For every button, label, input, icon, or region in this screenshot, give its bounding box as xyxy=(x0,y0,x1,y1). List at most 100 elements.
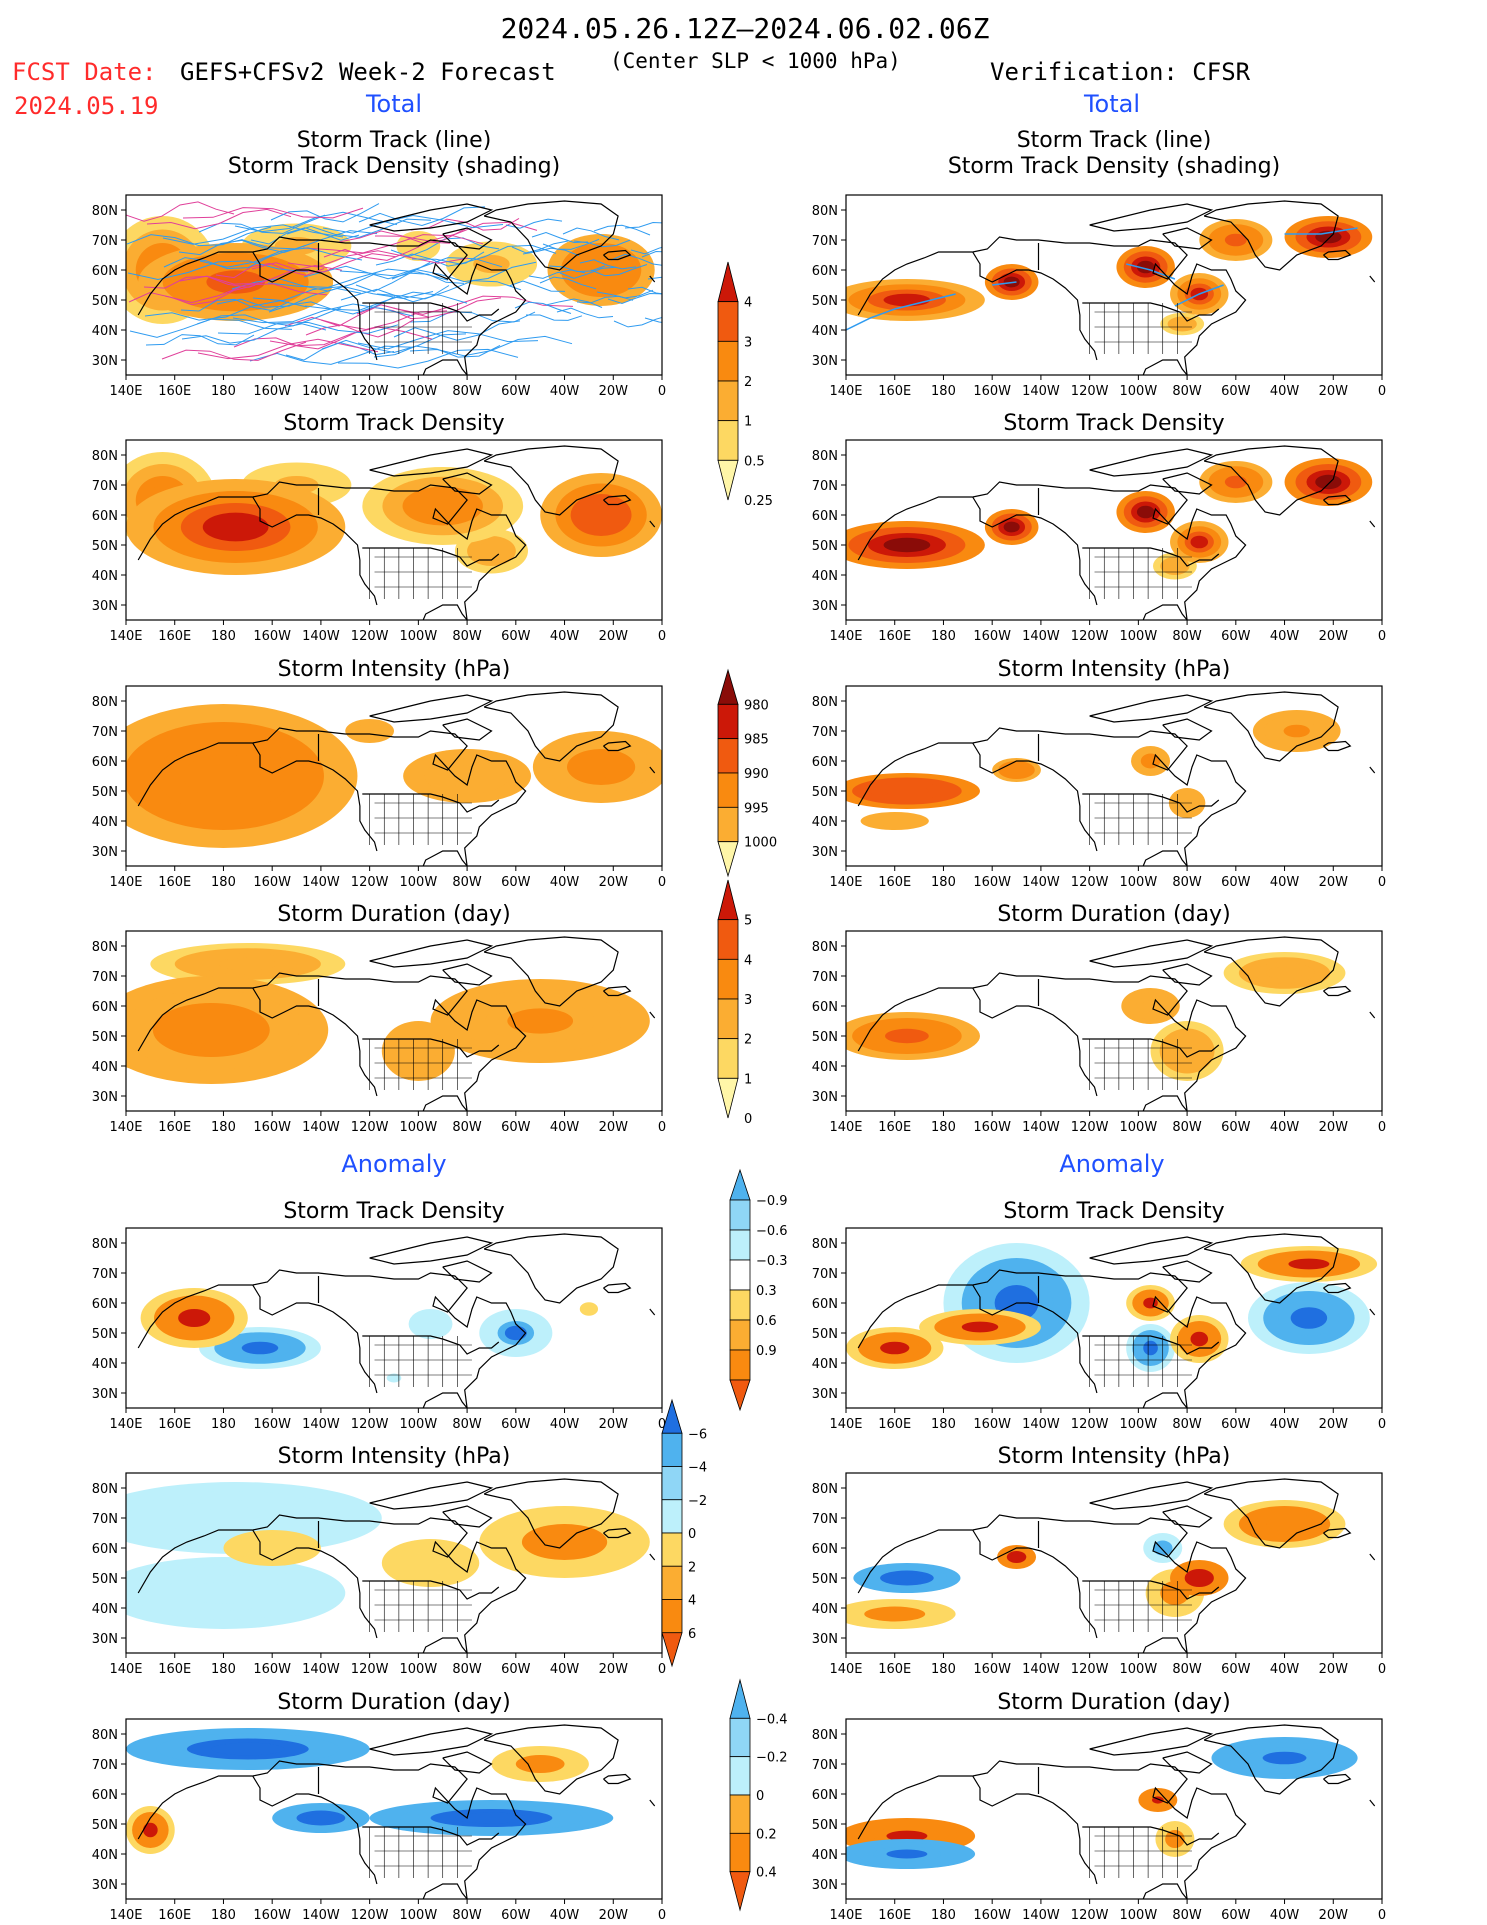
lon-tick-label: 140E xyxy=(829,629,862,644)
panel-title: Storm Track Density xyxy=(283,1199,504,1224)
panel-fcst-intensity-anom: Storm Intensity (hPa) 140E 160E 180 160W 140W… xyxy=(92,1444,666,1677)
lon-tick-label: 140E xyxy=(829,1662,862,1677)
lon-tick-label: 160E xyxy=(878,629,911,644)
coastlines xyxy=(857,1233,1376,1408)
lat-tick-label: 50N xyxy=(92,294,118,309)
density-mark xyxy=(1166,560,1184,572)
lat-tick-label: 40N xyxy=(812,324,838,339)
colorbar-label: 2 xyxy=(744,1033,752,1048)
lat-tick-label: 60N xyxy=(812,264,838,279)
density-mark xyxy=(183,754,264,798)
lon-tick-label: 0 xyxy=(1378,1908,1386,1923)
lon-tick-label: 80W xyxy=(1172,1417,1202,1432)
lat-tick-label: 50N xyxy=(812,1030,838,1045)
map-frame xyxy=(125,685,663,867)
density-mark xyxy=(884,1028,929,1044)
density-mark xyxy=(1190,1331,1209,1347)
coastlines xyxy=(137,1724,656,1899)
lon-tick-label: 160E xyxy=(158,1120,191,1135)
lon-tick-label: 160E xyxy=(878,384,911,399)
lon-tick-label: 140W xyxy=(302,1417,340,1432)
lat-tick-label: 70N xyxy=(812,1267,838,1282)
lon-tick-label: 140E xyxy=(109,384,142,399)
section-total-left: Total xyxy=(365,90,422,118)
lon-tick-label: 40W xyxy=(550,875,580,890)
lon-tick-label: 100W xyxy=(400,629,438,644)
lat-tick-label: 80N xyxy=(92,695,118,710)
lon-tick-label: 120W xyxy=(1071,1908,1109,1923)
lon-tick-label: 80W xyxy=(452,1908,482,1923)
density-mark xyxy=(355,723,385,739)
lon-tick-label: 140W xyxy=(302,384,340,399)
lon-tick-label: 120W xyxy=(1071,875,1109,890)
lon-tick-label: 140E xyxy=(109,1662,142,1677)
coastlines xyxy=(137,1478,656,1653)
lat-tick-label: 40N xyxy=(812,1060,838,1075)
lon-tick-label: 160E xyxy=(158,1908,191,1923)
panel-title: Storm Intensity (hPa) xyxy=(278,657,511,682)
colorbar-label: 0.6 xyxy=(756,1314,777,1329)
panel-title: Storm Track (line) xyxy=(1017,128,1212,153)
lon-tick-label: 140W xyxy=(302,1908,340,1923)
colorbar-label: 2 xyxy=(688,1560,696,1575)
lon-tick-label: 80W xyxy=(452,875,482,890)
density-mark xyxy=(582,502,620,528)
lon-tick-label: 20W xyxy=(599,1417,629,1432)
lon-tick-label: 140E xyxy=(109,1120,142,1135)
lon-tick-label: 80W xyxy=(1172,1120,1202,1135)
lon-tick-label: 160E xyxy=(878,1120,911,1135)
colorbar-intensity-anom: −6 −4 −2 0 2 4 6 xyxy=(661,1398,707,1668)
lon-tick-label: 180 xyxy=(931,384,956,399)
colorbar-label: 4 xyxy=(744,296,752,311)
lon-tick-label: 80W xyxy=(452,1662,482,1677)
colorbar-label: 1000 xyxy=(744,836,777,851)
lon-tick-label: 160E xyxy=(878,1662,911,1677)
state-borders xyxy=(369,1039,472,1090)
lon-tick-label: 20W xyxy=(599,629,629,644)
panel-title: Storm Duration (day) xyxy=(997,1690,1230,1715)
colorbar-label: −0.4 xyxy=(756,1712,788,1727)
density-mark xyxy=(507,1008,574,1034)
lon-tick-label: 160W xyxy=(973,1120,1011,1135)
lon-tick-label: 40W xyxy=(550,1908,580,1923)
density-mark xyxy=(306,1813,336,1823)
lon-tick-label: 180 xyxy=(931,1417,956,1432)
lon-tick-label: 20W xyxy=(1319,1417,1349,1432)
lon-tick-label: 160W xyxy=(253,1417,291,1432)
panel-obs-duration: Storm Duration (day) 140E 160E 180 160W 140W 1… xyxy=(812,902,1386,1135)
section-anomaly-left: Anomaly xyxy=(341,1150,446,1178)
lon-tick-label: 120W xyxy=(1071,1662,1109,1677)
colorbar-label: 1 xyxy=(744,415,752,430)
colorbar-density: 4 3 2 1 0.5 0.25 xyxy=(717,261,773,509)
lon-tick-label: 100W xyxy=(1120,875,1158,890)
lon-tick-label: 120W xyxy=(351,1417,389,1432)
lon-tick-label: 120W xyxy=(351,1120,389,1135)
lon-tick-label: 160W xyxy=(973,1908,1011,1923)
density-mark xyxy=(890,1573,923,1583)
state-borders xyxy=(369,1336,472,1387)
colorbar-label: −0.6 xyxy=(756,1224,788,1239)
lon-tick-label: 160E xyxy=(878,1908,911,1923)
colorbar-label: −2 xyxy=(688,1494,707,1509)
map-frame xyxy=(125,194,663,376)
lon-tick-label: 100W xyxy=(400,1662,438,1677)
density-mark xyxy=(454,1812,528,1824)
lon-tick-label: 60W xyxy=(1221,1120,1251,1135)
panel-title: Storm Duration (day) xyxy=(277,902,510,927)
density-mark xyxy=(418,494,467,518)
state-borders xyxy=(369,794,472,845)
panel-title: Storm Track (line) xyxy=(297,128,492,153)
lat-tick-label: 70N xyxy=(92,234,118,249)
colorbar-label: 0.9 xyxy=(756,1344,777,1359)
colorbar-label: −0.9 xyxy=(756,1194,788,1209)
lon-tick-label: 180 xyxy=(211,1662,236,1677)
lon-tick-label: 180 xyxy=(211,875,236,890)
lon-tick-label: 160E xyxy=(878,875,911,890)
colorbar-label: 980 xyxy=(744,698,769,713)
density-mark xyxy=(1003,521,1020,533)
state-borders xyxy=(369,1827,472,1878)
map-frame xyxy=(845,930,1383,1112)
lat-tick-label: 40N xyxy=(92,569,118,584)
density-mark xyxy=(1173,319,1191,329)
map-frame xyxy=(125,439,663,621)
